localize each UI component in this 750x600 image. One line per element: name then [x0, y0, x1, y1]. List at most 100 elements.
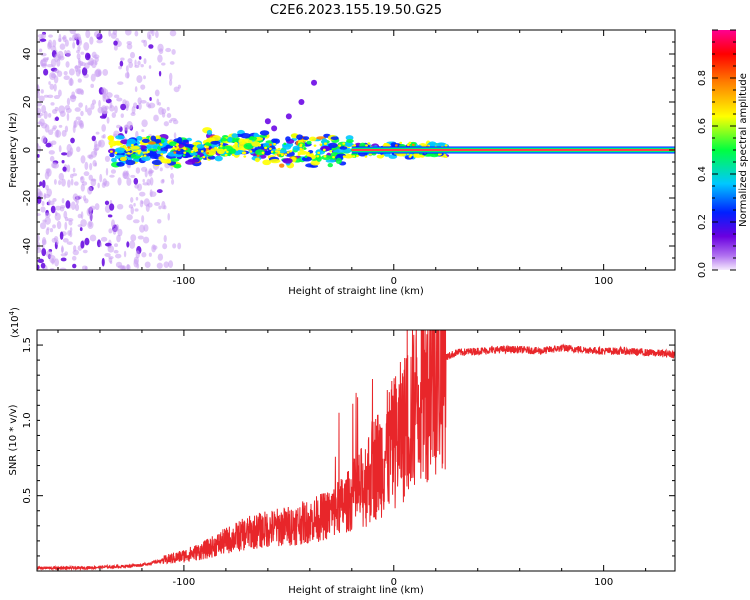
- scatter-point: [143, 75, 146, 80]
- band-point: [271, 138, 278, 143]
- band-hotspot: [206, 152, 210, 155]
- scatter-point: [133, 259, 139, 268]
- scatter-point: [90, 83, 95, 88]
- band-point: [234, 149, 245, 154]
- scatter-point: [169, 72, 173, 81]
- band-hotspot: [342, 142, 346, 145]
- scatter-point: [140, 84, 146, 90]
- scatter-point: [91, 135, 96, 142]
- scatter-point: [53, 95, 60, 100]
- scatter-point: [134, 86, 138, 93]
- scatter-point: [156, 262, 163, 269]
- scatter-point: [126, 264, 131, 270]
- spectrogram-ylabel: Frequency (Hz): [8, 112, 19, 188]
- scatter-point: [158, 205, 162, 210]
- band-hotspot: [243, 155, 247, 158]
- band-point: [428, 141, 437, 147]
- band-point: [308, 136, 317, 142]
- scatter-point: [135, 196, 139, 201]
- scatter-point: [70, 201, 76, 210]
- scatter-point: [61, 160, 65, 164]
- scatter-point: [172, 243, 177, 249]
- figure-title: C2E6.2023.155.19.50.G25: [270, 3, 442, 18]
- band-point: [196, 144, 205, 149]
- scatter-point: [84, 161, 89, 170]
- band-hotspot: [138, 150, 141, 154]
- scatter-point: [137, 60, 141, 66]
- scatter-point: [101, 124, 106, 132]
- scatter-point: [47, 39, 53, 48]
- colorbar-tick-label: 0.6: [697, 118, 708, 134]
- scatter-point: [116, 97, 123, 102]
- scatter-point: [104, 105, 109, 110]
- scatter-point: [108, 228, 113, 234]
- scatter-point: [133, 202, 136, 207]
- scatter-point: [40, 89, 44, 94]
- scatter-point: [114, 243, 119, 248]
- scatter-point: [120, 103, 127, 111]
- scatter-point: [120, 113, 124, 118]
- scatter-point: [66, 241, 73, 245]
- scatter-point: [97, 182, 100, 189]
- spectrogram-area: [37, 30, 675, 270]
- scatter-point: [43, 94, 49, 98]
- scatter-point: [91, 178, 97, 182]
- scatter-point: [97, 140, 102, 147]
- scatter-point: [158, 70, 162, 77]
- spectrogram-xlabel: Height of straight line (km): [288, 286, 424, 297]
- scatter-point: [106, 92, 113, 99]
- y-tick-label: 0.5: [22, 488, 33, 504]
- scatter-point: [129, 240, 136, 249]
- scatter-point: [82, 249, 88, 254]
- scatter-point: [100, 236, 108, 242]
- scatter-point: [149, 97, 152, 102]
- scatter-point: [42, 179, 46, 189]
- scatter-point: [49, 83, 55, 90]
- scatter-point: [126, 177, 132, 187]
- band-point: [390, 142, 397, 148]
- scatter-point: [38, 145, 41, 153]
- scatter-point: [138, 191, 146, 197]
- scatter-point: [59, 43, 66, 50]
- scatter-point: [149, 30, 153, 34]
- scatter-point: [130, 197, 134, 203]
- band-hotspot: [219, 145, 223, 148]
- scatter-point: [148, 44, 154, 49]
- scatter-point: [101, 257, 105, 267]
- band-point: [150, 135, 157, 142]
- scatter-point: [90, 73, 96, 82]
- scatter-point: [126, 71, 130, 79]
- scatter-point: [81, 67, 88, 76]
- band-hotspot: [182, 154, 186, 157]
- scatter-point: [112, 228, 117, 235]
- band-point: [126, 138, 137, 145]
- scatter-point: [130, 206, 135, 215]
- scatter-point: [62, 238, 69, 243]
- scatter-point: [84, 62, 90, 69]
- scatter-point: [122, 170, 129, 179]
- band-hotspot: [406, 143, 410, 147]
- scatter-point: [40, 206, 46, 213]
- colorbar: 0.0 0.2 0.4 0.6 0.8 Normalized spectral ampl…: [697, 29, 749, 278]
- band-hotspot: [131, 143, 134, 147]
- scatter-point: [142, 178, 145, 183]
- scatter-point: [84, 237, 90, 246]
- scatter-point: [113, 45, 118, 51]
- colorbar-tick-label: 0.4: [697, 166, 708, 182]
- scatter-point: [39, 38, 47, 42]
- band-hotspot: [258, 144, 262, 147]
- band-hotspot: [143, 154, 147, 157]
- scatter-point: [127, 58, 133, 64]
- scatter-point: [89, 234, 97, 242]
- scatter-point: [99, 242, 102, 247]
- colorbar-tick-label: 0.2: [697, 214, 708, 230]
- scatter-point: [117, 228, 123, 237]
- scatter-point: [42, 58, 49, 63]
- band-hotspot: [353, 144, 357, 147]
- scatter-point: [85, 30, 91, 39]
- scatter-point: [40, 59, 44, 67]
- band-hotspot: [280, 153, 284, 157]
- scatter-point: [125, 65, 129, 72]
- scatter-point: [47, 94, 54, 99]
